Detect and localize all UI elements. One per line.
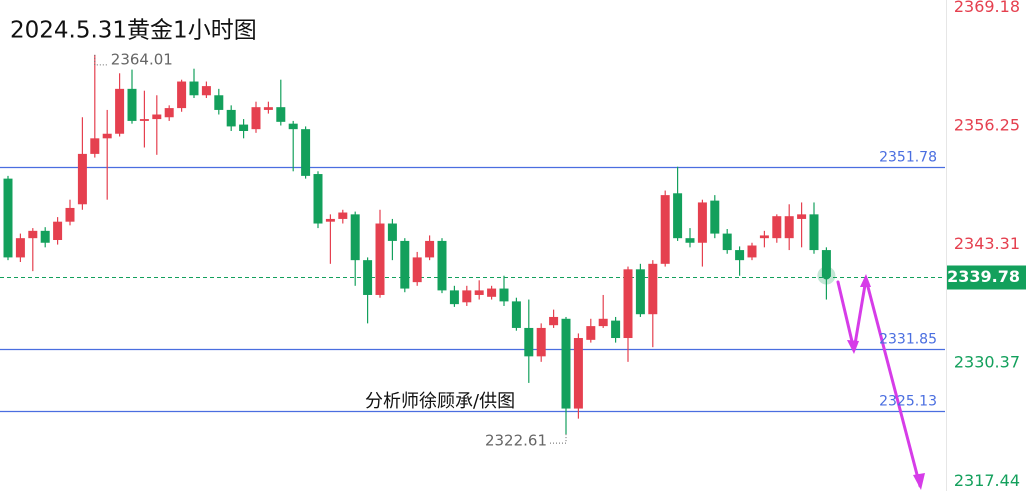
watermark: 分析师徐顾承/供图 [365, 391, 515, 412]
candle-body [561, 318, 571, 409]
candle-body [809, 214, 819, 251]
candle-body [449, 290, 459, 305]
candle-body [425, 240, 435, 258]
candle-body [623, 269, 633, 339]
plot [0, 54, 945, 435]
chart-title: 2024.5.31黄金1小时图 [10, 18, 257, 44]
candle-body [821, 250, 831, 277]
candle-body [759, 235, 769, 239]
current-price-label: 2339.78 [947, 267, 1020, 286]
leader [550, 434, 567, 444]
candle-body [573, 338, 583, 409]
candle-body [412, 257, 422, 283]
candle-body [90, 138, 100, 154]
candle-body [115, 88, 125, 134]
candle-body [635, 269, 645, 315]
arrow-head [913, 473, 925, 490]
candle-body [499, 288, 509, 302]
candle-body [102, 133, 112, 139]
candle-body [325, 218, 335, 222]
candle-body [152, 114, 162, 120]
candle-body [772, 216, 782, 239]
candle-body [201, 86, 211, 96]
candle-body [387, 223, 397, 241]
candle-body [177, 81, 187, 109]
candle-body [263, 107, 273, 110]
candle-body [437, 240, 447, 291]
candle-body [474, 290, 484, 295]
candle-body [685, 238, 695, 243]
arrow-head [860, 274, 871, 287]
candle-body [53, 221, 63, 241]
level-label: 2351.78 [879, 150, 937, 166]
candle-body [660, 195, 670, 264]
candle-body [313, 174, 323, 224]
candle-body [276, 107, 286, 122]
level-label: 2331.85 [879, 332, 937, 348]
projection-path [866, 285, 922, 488]
candle-body [697, 202, 707, 243]
current-price-box [947, 265, 1026, 290]
candle-body [598, 318, 608, 327]
y-tick-label: 2317.44 [954, 471, 1020, 490]
candle-body [648, 263, 658, 315]
leader [94, 54, 109, 66]
candle-body [65, 207, 75, 222]
candle-body [15, 238, 25, 258]
candle-body [77, 153, 87, 205]
y-tick-label: 2369.18 [954, 0, 1020, 16]
candle-body [710, 200, 720, 234]
candle-body [288, 123, 298, 130]
low-annotation: 2322.61 [485, 432, 547, 450]
candle-body [462, 290, 472, 303]
candle-body [301, 129, 311, 176]
candle-body [375, 223, 385, 295]
candle-body [3, 178, 13, 258]
y-tick-label: 2343.31 [954, 234, 1020, 253]
candle-body [127, 88, 137, 121]
candle-body [139, 119, 149, 121]
projection-path [836, 277, 868, 352]
candle-body [511, 301, 521, 328]
candle-body [722, 233, 732, 251]
candle-body [784, 216, 794, 239]
candle-body [586, 326, 596, 340]
candle-body [40, 230, 50, 243]
level-label: 2325.13 [879, 394, 937, 410]
arrow-head [847, 340, 859, 354]
candle-body [524, 327, 534, 357]
projection-arrow [836, 274, 925, 490]
y-tick-label: 2330.37 [954, 353, 1020, 372]
candle-body [673, 193, 683, 239]
candle-body [239, 124, 249, 131]
candle-body [363, 260, 373, 295]
candle-body [28, 230, 38, 239]
candle-body [549, 316, 559, 326]
y-tick-label: 2356.25 [954, 115, 1020, 134]
candle-body [189, 81, 199, 96]
candle-body [611, 320, 621, 339]
candle-body [747, 245, 757, 258]
candle-body [487, 288, 497, 297]
high-annotation: 2364.01 [111, 50, 173, 68]
candle-body [350, 214, 360, 261]
candle-body [251, 107, 261, 130]
candle-body [226, 109, 236, 127]
candle-body [797, 214, 807, 219]
candle-body [214, 95, 224, 110]
candle-body [735, 250, 745, 261]
candle-body [536, 327, 546, 357]
last-price-dot [822, 271, 831, 280]
candle-body [164, 108, 174, 118]
candle-body [400, 240, 410, 289]
candle-body [338, 212, 348, 219]
